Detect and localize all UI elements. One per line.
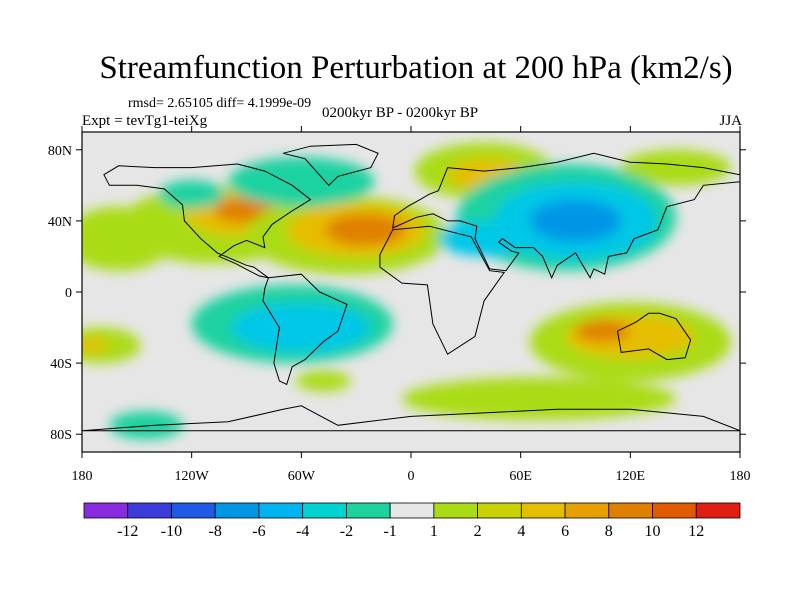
stats-text: rmsd= 2.65105 diff= 4.1999e-09	[128, 96, 312, 111]
coastline-greenland	[282, 143, 379, 187]
lon-tick-label: 60E	[509, 469, 532, 484]
colorbar-box	[652, 502, 697, 519]
coastline-south-america	[262, 273, 348, 386]
coastline-north-america	[103, 163, 312, 279]
colorbar-box	[83, 502, 129, 519]
lon-tick-label: 180	[730, 469, 751, 484]
field-region-2	[213, 197, 273, 223]
coastline-africa	[379, 225, 506, 355]
colorbar-box	[695, 502, 741, 519]
field-region-24	[401, 377, 677, 420]
field-region-5	[325, 213, 406, 246]
coastlines	[82, 143, 740, 432]
season-text: JJA	[719, 113, 742, 129]
colorbar-box	[608, 502, 653, 519]
colorbar-label: 8	[605, 523, 613, 540]
contour-field	[82, 142, 731, 440]
colorbar-label: 1	[430, 523, 438, 540]
field-region-23	[575, 320, 631, 342]
lon-tick-label: 180	[72, 469, 93, 484]
field-region-7	[228, 156, 375, 207]
field-region-15	[438, 220, 530, 257]
colorbar-label: -4	[296, 523, 309, 540]
colorbar-label: -2	[340, 523, 353, 540]
map-axes: 180 120W 60W 0 60E 120E 180 80N 40N 0 40S 80S	[48, 126, 751, 484]
colorbar-box	[127, 502, 172, 519]
colorbar-box	[345, 502, 391, 519]
field-region-20	[295, 370, 351, 392]
field-region-6	[82, 206, 174, 271]
colorbar-label: -8	[209, 523, 222, 540]
colorbar-label: -6	[252, 523, 265, 540]
colorbar-box	[433, 502, 479, 519]
lon-tick-label: 60W	[288, 469, 316, 484]
lon-tick-label: 0	[408, 469, 415, 484]
colorbar-label: 6	[561, 523, 569, 540]
field-region-11	[621, 149, 731, 186]
lat-tick-label: 40S	[50, 357, 72, 372]
field-region-14	[529, 199, 622, 243]
lon-tick-label: 120W	[175, 469, 210, 484]
field-region-8	[158, 180, 225, 209]
colorbar-label: -10	[161, 523, 182, 540]
field-region-19	[82, 338, 110, 353]
colorbar-box	[214, 502, 260, 519]
lat-tick-label: 0	[65, 286, 72, 301]
colorbar-label: 10	[645, 523, 661, 540]
experiment-text: Expt = tevTg1-teiXg	[82, 113, 208, 129]
coastline-eurasia	[392, 152, 740, 280]
colorbar-box	[477, 502, 522, 519]
lat-tick-label: 40N	[48, 215, 72, 230]
colorbar-label: 2	[474, 523, 482, 540]
colorbar-box	[520, 502, 566, 519]
colorbar-box	[258, 502, 304, 519]
period-text: 0200kyr BP - 0200kyr BP	[322, 105, 479, 121]
colorbar-label: -1	[383, 523, 396, 540]
coastline-antarctica	[82, 405, 740, 432]
lat-tick-label: 80S	[50, 428, 72, 443]
chart-title: Streamfunction Perturbation at 200 hPa (…	[99, 50, 733, 86]
colorbar-label: 12	[688, 523, 704, 540]
lat-tick-label: 80N	[48, 144, 72, 159]
map-area	[81, 131, 741, 453]
coastline-australia	[616, 312, 692, 361]
colorbar-box	[389, 502, 435, 519]
colorbar-box	[171, 502, 216, 519]
lon-tick-label: 120E	[616, 469, 646, 484]
colorbar: -12 -10 -8 -6 -4 -2 -1 1 2 4 6 8 10 12	[83, 502, 741, 540]
field-region-25	[109, 411, 183, 440]
colorbar-box	[302, 502, 347, 519]
colorbar-label: -12	[117, 523, 138, 540]
field-region-18	[82, 327, 141, 364]
field-region-17	[231, 302, 371, 353]
colorbar-label: 4	[517, 523, 525, 540]
colorbar-box	[564, 502, 610, 519]
